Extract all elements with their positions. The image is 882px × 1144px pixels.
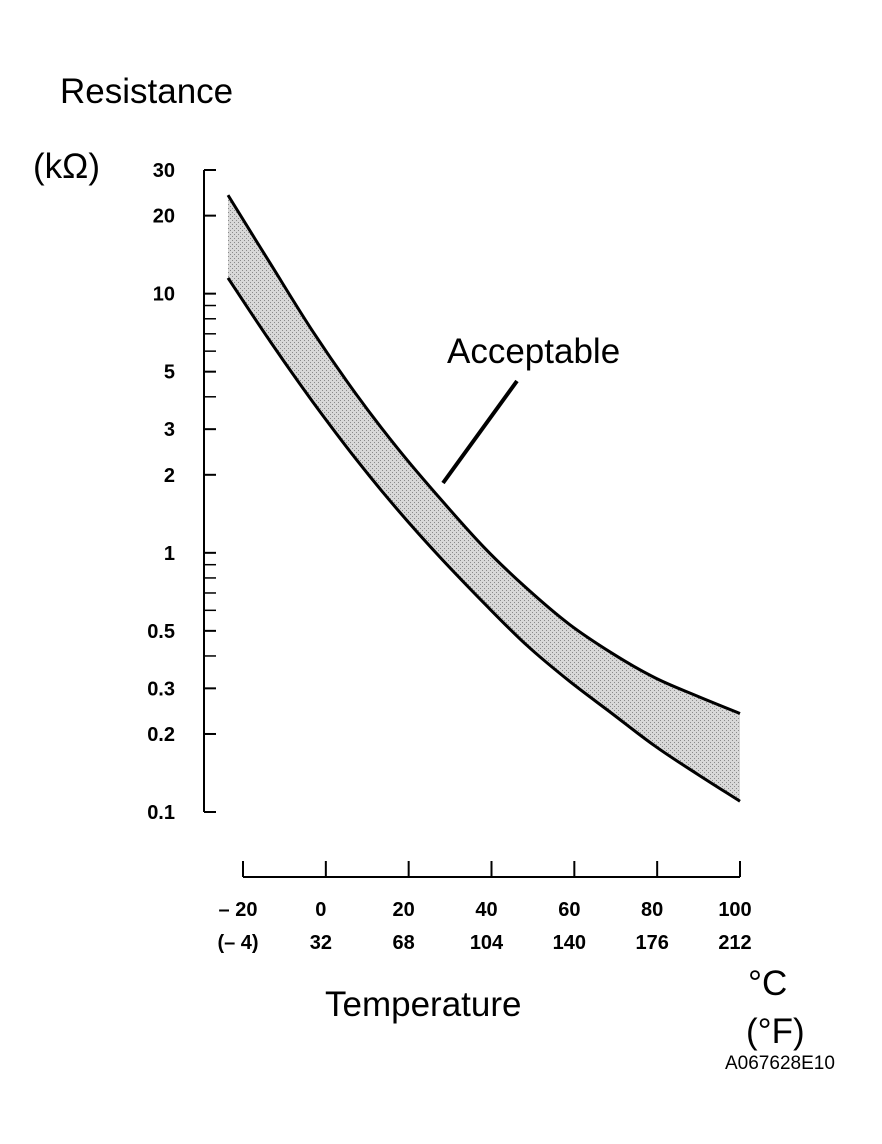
x-tick-label-fahrenheit: 176: [635, 932, 668, 954]
x-tick-label-celsius: 100: [718, 899, 751, 921]
x-tick-label-celsius: – 20: [219, 899, 258, 921]
lower-limit-line: [226, 277, 741, 803]
y-tick-label: 0.3: [147, 678, 175, 700]
y-tick-label: 0.5: [147, 621, 175, 643]
y-tick-label: 0.1: [147, 802, 175, 824]
y-tick-label: 30: [153, 160, 175, 182]
x-tick-label-fahrenheit: 140: [553, 932, 586, 954]
x-axis-ticks: – 20 (– 4) 0 32 20 68 40 104 60 140 80 176 100 212: [217, 861, 752, 954]
x-tick-label-fahrenheit: 68: [393, 932, 415, 954]
figure-id: A067628E10: [725, 1053, 835, 1074]
y-tick-label: 0.2: [147, 724, 175, 746]
acceptable-band: [228, 195, 740, 802]
x-axis-title: Temperature: [325, 985, 521, 1024]
upper-limit-line: [226, 194, 741, 715]
acceptable-leader-line: [441, 379, 519, 485]
x-axis-unit-celsius: °C: [748, 964, 787, 1003]
y-axis-ticks: 30 20 10 5 3 2 1 0.5 0.3 0.2 0.1: [147, 160, 216, 824]
x-axis-unit-fahrenheit: (°F): [746, 1012, 805, 1051]
x-tick-label-fahrenheit: 32: [310, 932, 332, 954]
y-tick-label: 3: [164, 419, 175, 441]
x-tick-label-celsius: 60: [558, 899, 580, 921]
y-axis-unit: (kΩ): [33, 147, 100, 186]
x-tick-label-fahrenheit: (– 4): [217, 932, 258, 954]
x-tick-label-celsius: 0: [315, 899, 326, 921]
y-tick-label: 1: [164, 543, 175, 565]
y-tick-label: 20: [153, 206, 175, 228]
x-tick-label-celsius: 20: [393, 899, 415, 921]
acceptable-annotation: Acceptable: [447, 332, 620, 371]
x-tick-label-celsius: 40: [475, 899, 497, 921]
y-tick-label: 2: [164, 465, 175, 487]
x-tick-label-fahrenheit: 104: [470, 932, 504, 954]
x-tick-label-celsius: 80: [641, 899, 663, 921]
y-tick-label: 10: [153, 284, 175, 306]
y-tick-label: 5: [164, 362, 175, 384]
x-tick-label-fahrenheit: 212: [718, 932, 751, 954]
y-axis-title: Resistance: [60, 72, 233, 111]
